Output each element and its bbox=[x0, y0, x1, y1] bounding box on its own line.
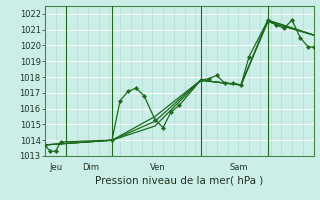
Text: Ven: Ven bbox=[150, 163, 165, 172]
Text: Sam: Sam bbox=[229, 163, 248, 172]
Text: Jeu: Jeu bbox=[49, 163, 62, 172]
X-axis label: Pression niveau de la mer( hPa ): Pression niveau de la mer( hPa ) bbox=[95, 175, 263, 185]
Text: Dim: Dim bbox=[82, 163, 99, 172]
